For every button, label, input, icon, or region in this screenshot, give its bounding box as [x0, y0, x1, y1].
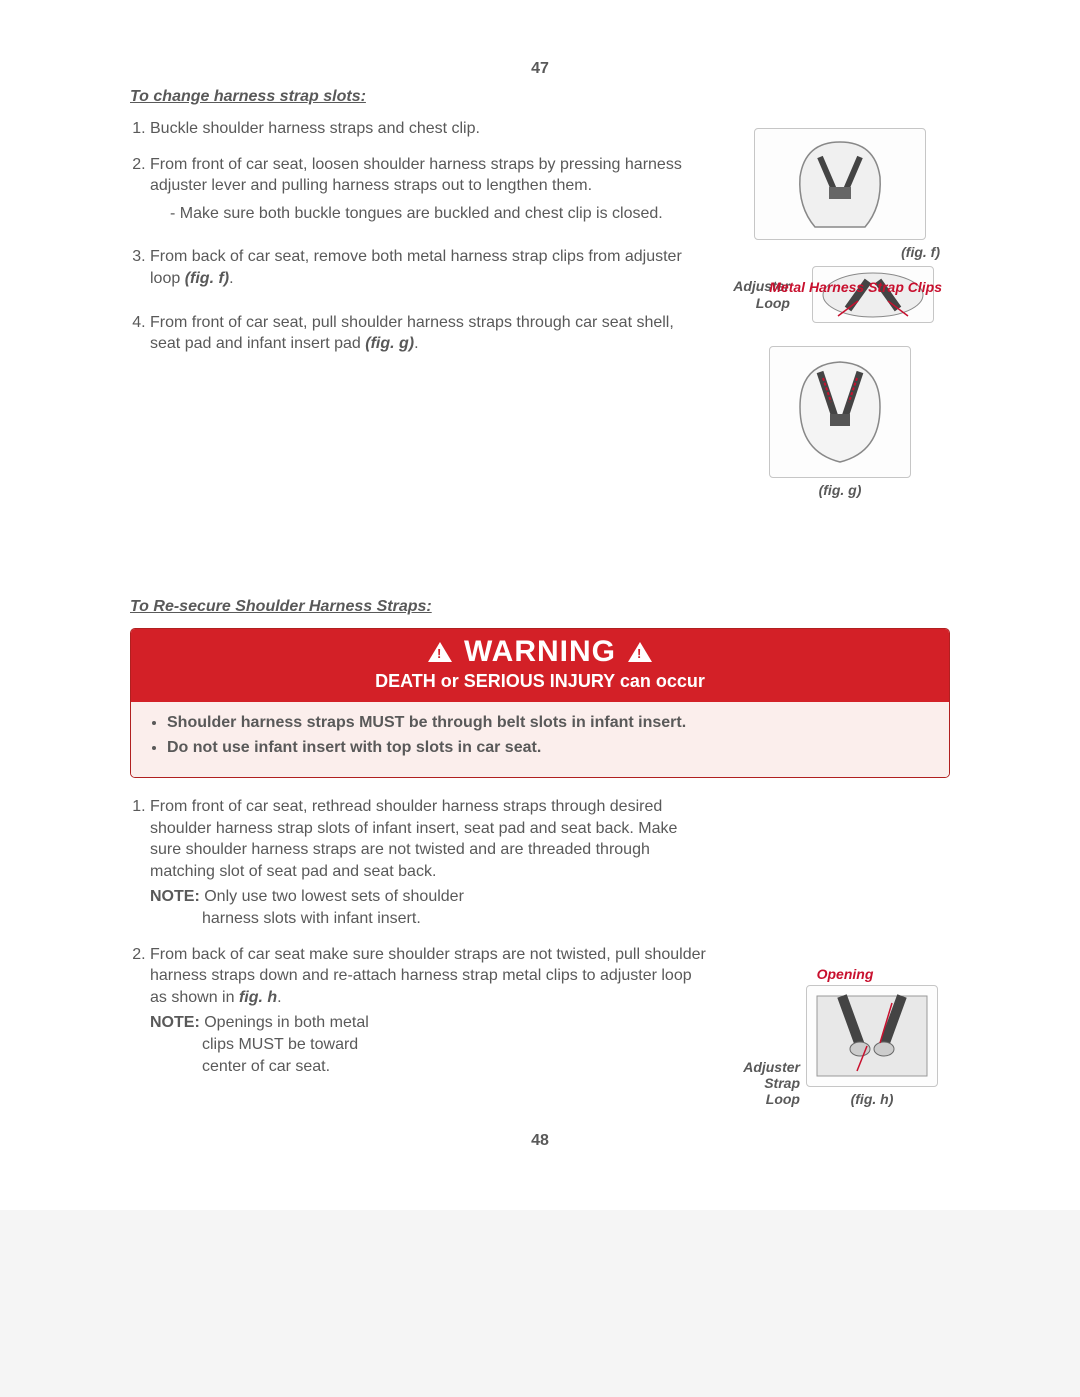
fig-h-row: Adjuster Strap Loop	[740, 985, 950, 1107]
warning-title-row: WARNING	[131, 635, 949, 669]
s3-step-2: From back of car seat make sure shoulder…	[150, 944, 710, 1078]
page-number-bottom: 48	[130, 1132, 950, 1150]
s3-note1-b: harness slots with infant insert.	[150, 908, 710, 930]
step-4: From front of car seat, pull shoulder ha…	[150, 312, 700, 355]
section1-heading: To change harness strap slots:	[130, 88, 950, 106]
s3-note2-label: NOTE:	[150, 1014, 200, 1031]
asl-2: Strap	[740, 1075, 800, 1091]
warning-triangle-icon-left	[428, 642, 452, 662]
adjuster-strap-loop-label: Adjuster Strap Loop	[740, 1059, 800, 1107]
warning-title: WARNING	[464, 635, 616, 669]
step-3-b: (fig. f)	[185, 270, 229, 287]
warning-bullets: Shoulder harness straps MUST be through …	[149, 712, 931, 759]
spacer	[130, 498, 950, 588]
step-1: Buckle shoulder harness straps and chest…	[150, 118, 700, 140]
step-2-sublist: Make sure both buckle tongues are buckle…	[150, 203, 700, 225]
s3-step-1: From front of car seat, rethread shoulde…	[150, 796, 710, 930]
section3-list: From front of car seat, rethread shoulde…	[130, 796, 710, 1077]
fig-h-svg	[812, 991, 932, 1081]
step-2-sub: Make sure both buckle tongues are buckle…	[170, 203, 700, 225]
asl-3: Loop	[740, 1091, 800, 1107]
fig-f-label: (fig. f)	[730, 244, 950, 260]
step-2-text: From front of car seat, loosen shoulder …	[150, 156, 682, 195]
s3-step-2-c: .	[277, 989, 281, 1006]
warning-subtitle: DEATH or SERIOUS INJURY can occur	[131, 671, 949, 692]
fig-g-label: (fig. g)	[730, 482, 950, 498]
s3-step-2-b: fig. h	[239, 989, 277, 1006]
step-3-c: .	[229, 270, 233, 287]
s3-step-2-note: NOTE: Openings in both metal clips MUST …	[150, 1012, 410, 1077]
section2-heading: To Re-secure Shoulder Harness Straps:	[130, 598, 950, 616]
section3-figures: Opening Adjuster Strap Loop	[740, 796, 950, 1107]
section1-figures: (fig. f) Adjuster Loop Metal Harness Str…	[730, 118, 950, 498]
s3-step-2-a: From back of car seat make sure shoulder…	[150, 946, 706, 1006]
s3-note2-a: Openings in both metal	[200, 1014, 369, 1031]
step-3: From back of car seat, remove both metal…	[150, 246, 700, 289]
section3-block: From front of car seat, rethread shoulde…	[130, 796, 950, 1107]
warning-triangle-icon-right	[628, 642, 652, 662]
s3-note2-b: clips MUST be toward	[150, 1034, 410, 1056]
manual-page: 47 To change harness strap slots: Buckle…	[0, 0, 1080, 1210]
warning-bullet-2: Do not use infant insert with top slots …	[167, 737, 931, 759]
fig-h-label: (fig. h)	[806, 1091, 938, 1107]
warning-body: Shoulder harness straps MUST be through …	[131, 702, 949, 777]
fig-g-svg	[775, 352, 905, 472]
s3-step-1-text: From front of car seat, rethread shoulde…	[150, 798, 677, 880]
warning-header: WARNING DEATH or SERIOUS INJURY can occu…	[131, 629, 949, 702]
s3-note1-label: NOTE:	[150, 888, 200, 905]
warning-box: WARNING DEATH or SERIOUS INJURY can occu…	[130, 628, 950, 778]
section1-list: Buckle shoulder harness straps and chest…	[130, 118, 700, 355]
warning-bullet-1: Shoulder harness straps MUST be through …	[167, 712, 931, 734]
s3-note2-c: center of car seat.	[150, 1056, 410, 1078]
figure-f-carseat	[754, 128, 926, 240]
figure-h	[806, 985, 938, 1087]
fig-f-svg	[765, 137, 915, 232]
section1-block: Buckle shoulder harness straps and chest…	[130, 118, 950, 498]
step-4-b: (fig. g)	[365, 335, 414, 352]
opening-label: Opening	[740, 966, 950, 983]
asl-1: Adjuster	[740, 1059, 800, 1075]
figure-g	[769, 346, 911, 478]
step-2: From front of car seat, loosen shoulder …	[150, 154, 700, 225]
s3-note1-a: Only use two lowest sets of shoulder	[200, 888, 464, 905]
step-4-c: .	[414, 335, 418, 352]
page-number-top: 47	[130, 60, 950, 78]
section1-instructions: Buckle shoulder harness straps and chest…	[130, 118, 700, 369]
s3-step-1-note: NOTE: Only use two lowest sets of should…	[150, 886, 710, 929]
section3-instructions: From front of car seat, rethread shoulde…	[130, 796, 710, 1091]
